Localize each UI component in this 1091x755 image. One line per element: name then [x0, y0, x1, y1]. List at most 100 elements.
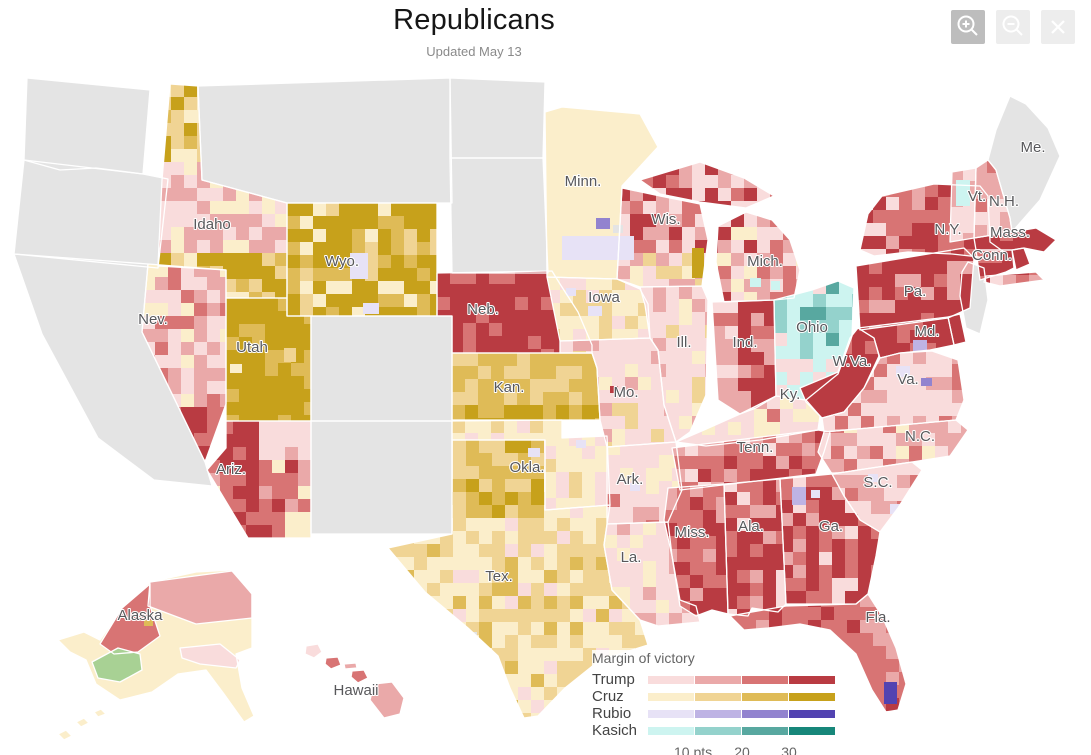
- county-spot[interactable]: [576, 440, 586, 448]
- county-spot[interactable]: [610, 386, 618, 393]
- state-alaska-west[interactable]: [92, 648, 142, 682]
- state-alaska-north[interactable]: [148, 571, 252, 624]
- county-spot[interactable]: [284, 348, 296, 362]
- state-ore[interactable]: [14, 160, 168, 268]
- legend-swatch-trump-2: [695, 675, 741, 684]
- county-spot[interactable]: [692, 248, 704, 278]
- zoom-out-button[interactable]: [996, 10, 1030, 44]
- legend-title: Margin of victory: [592, 650, 695, 666]
- state-label-pa: Pa.: [904, 283, 927, 300]
- state-border-ore: [13, 159, 169, 269]
- state-border-ga: [779, 473, 881, 605]
- state-label-me: Me.: [1020, 139, 1045, 156]
- legend-candidate-name: Cruz: [592, 688, 624, 705]
- state-label-md: Md.: [914, 323, 939, 340]
- state-ala[interactable]: [724, 479, 790, 623]
- county-spot[interactable]: [566, 288, 576, 296]
- map-controls: [951, 10, 1075, 44]
- legend-swatch-trump-4: [789, 675, 835, 684]
- county-spot[interactable]: [588, 306, 602, 316]
- state-wash[interactable]: [24, 78, 150, 174]
- state-border-ark: [606, 441, 683, 525]
- legend-swatch-rubio-4: [789, 709, 835, 718]
- county-spot[interactable]: [528, 448, 540, 457]
- county-spot[interactable]: [144, 620, 153, 626]
- state-mont[interactable]: [198, 78, 452, 203]
- county-spot[interactable]: [230, 364, 242, 373]
- state-border-sdak: [449, 157, 549, 274]
- county-spot[interactable]: [913, 340, 927, 352]
- legend-swatch-cruz-2: [695, 692, 741, 701]
- state-border-fla: [729, 593, 907, 713]
- state-label-mass: Mass.: [990, 224, 1030, 241]
- legend-swatch-rubio-2: [695, 709, 741, 718]
- county-spot[interactable]: [811, 490, 820, 498]
- state-border-tenn: [671, 429, 831, 491]
- state-label-sc: S.C.: [863, 474, 892, 491]
- county-spot[interactable]: [792, 487, 806, 505]
- state-sdak[interactable]: [450, 158, 548, 273]
- state-border-alaska-southcoast: [179, 643, 241, 669]
- county-spot[interactable]: [890, 504, 901, 514]
- county-spot[interactable]: [465, 632, 477, 641]
- legend-candidate-name: Rubio: [592, 705, 632, 722]
- state-me[interactable]: [988, 96, 1060, 232]
- state-calif[interactable]: [14, 254, 212, 486]
- county-spot[interactable]: [884, 682, 897, 704]
- state-label-kan: Kan.: [494, 379, 525, 396]
- zoom-in-button[interactable]: [951, 10, 985, 44]
- state-border-hawaii-island: [369, 681, 405, 719]
- state-border-ri: [1011, 247, 1031, 271]
- county-spot[interactable]: [750, 278, 761, 287]
- state-label-conn: Conn.: [972, 247, 1012, 264]
- state-hawaii-island[interactable]: [370, 682, 404, 718]
- state-nm[interactable]: [311, 421, 452, 534]
- state-label-va: Va.: [897, 371, 918, 388]
- state-border-alaska-northwest: [99, 583, 161, 655]
- county-spot[interactable]: [868, 474, 878, 482]
- header: Republicans Updated May 13: [393, 4, 555, 59]
- legend-swatch-cruz-3: [742, 692, 788, 701]
- state-label-ill: Ill.: [677, 334, 692, 351]
- county-spot[interactable]: [596, 218, 610, 229]
- state-border-mich: [639, 161, 801, 303]
- county-spot[interactable]: [350, 253, 368, 279]
- state-label-miss: Miss.: [675, 524, 710, 541]
- county-spot[interactable]: [896, 366, 910, 377]
- state-label-ala: Ala.: [738, 518, 764, 535]
- state-hawaii-molokai[interactable]: [344, 663, 357, 669]
- county-spot[interactable]: [771, 281, 780, 290]
- legend-candidate-name: Trump: [592, 671, 635, 688]
- county-spot[interactable]: [921, 378, 932, 386]
- county-spot[interactable]: [630, 483, 640, 491]
- legend-scale-label: 10 pts.: [673, 744, 717, 755]
- state-miss[interactable]: [664, 484, 730, 628]
- legend-candidate-name: Kasich: [592, 722, 638, 739]
- county-spot[interactable]: [562, 236, 634, 260]
- county-spot[interactable]: [613, 225, 623, 233]
- close-button[interactable]: [1041, 10, 1075, 44]
- legend-swatch-kasich-4: [789, 726, 835, 735]
- state-label-neb: Neb.: [467, 301, 499, 318]
- county-spot[interactable]: [363, 303, 379, 314]
- state-border-hawaii-molokai: [343, 662, 358, 670]
- legend-scale-label: 20: [734, 744, 750, 755]
- state-ndak[interactable]: [450, 78, 545, 158]
- legend-scale: 10 pts. 20 30: [592, 742, 836, 755]
- state-colo[interactable]: [311, 316, 452, 421]
- state-label-wis: Wis.: [651, 211, 680, 228]
- page-title: Republicans: [393, 4, 555, 36]
- updated-label: Updated May 13: [426, 44, 522, 59]
- legend-swatch-kasich-3: [742, 726, 788, 735]
- state-alaska-northwest[interactable]: [100, 584, 160, 654]
- state-ariz[interactable]: [207, 421, 312, 539]
- county-spot[interactable]: [956, 180, 970, 206]
- state-border-hawaii-oahu: [324, 656, 342, 670]
- state-label-ark: Ark.: [617, 471, 644, 488]
- state-label-hawaii-island: Hawaii: [333, 682, 378, 699]
- state-label-tex: Tex.: [485, 568, 513, 585]
- legend-rows: Trump Cruz Rubio Kasich: [592, 671, 836, 739]
- state-utah[interactable]: [226, 298, 318, 429]
